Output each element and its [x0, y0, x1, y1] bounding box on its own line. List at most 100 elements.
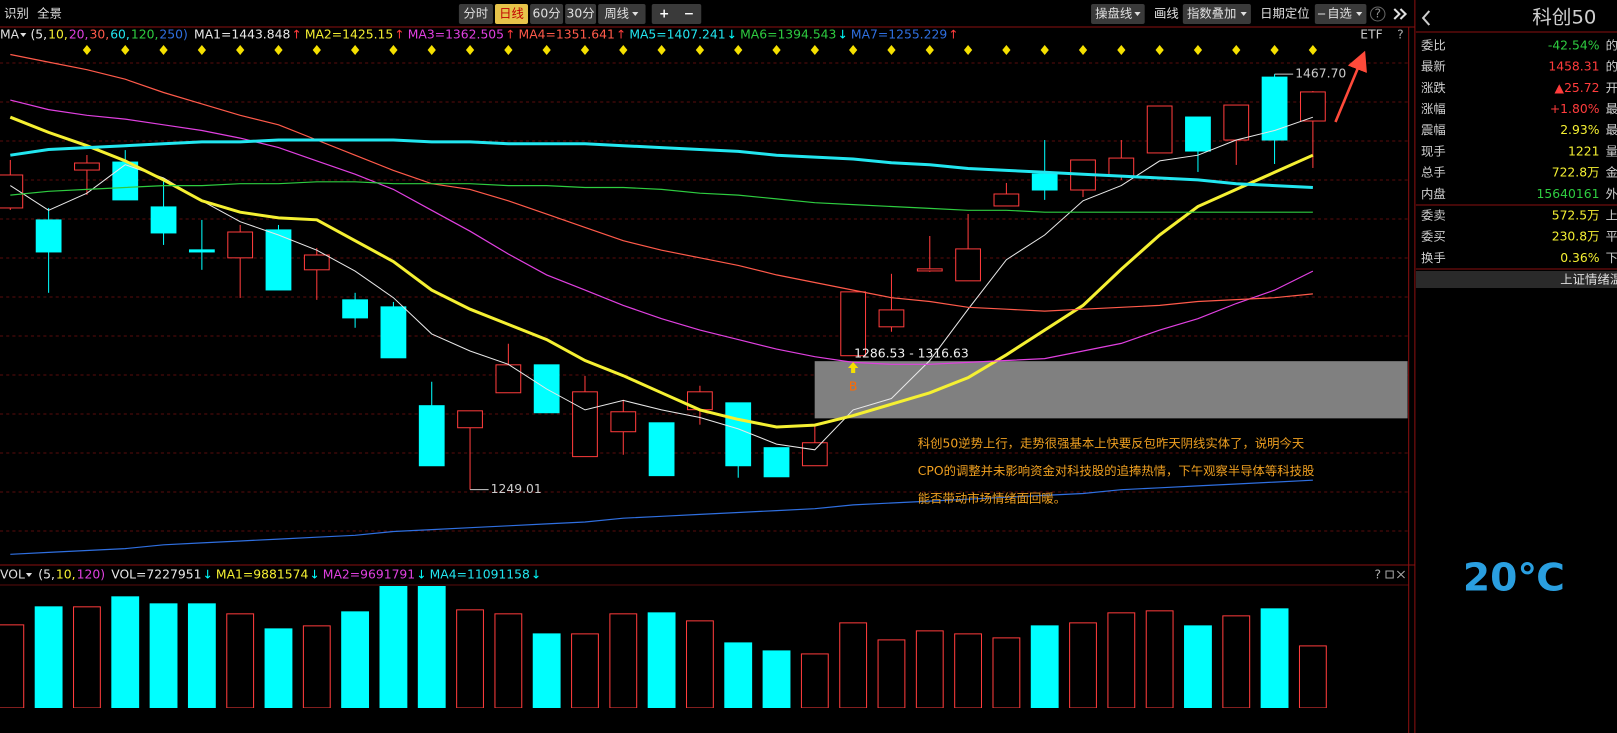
- event-diamond: [236, 45, 245, 55]
- ma-line: [10, 479, 1313, 555]
- event-diamond: [504, 45, 513, 55]
- tool-button[interactable]: [1091, 4, 1145, 24]
- legend-param: 30,: [90, 28, 110, 42]
- chart-layer: 识别 全景 分时 日线 60分 30分 周线 + − 操盘线 画线 指数叠加 日期定位 自选 ?MA (5, 1…: [0, 4, 1617, 708]
- volume-bar: [762, 650, 791, 708]
- price-panel: [0, 53, 1408, 555]
- period-label[interactable]: 60分: [533, 7, 561, 21]
- ma-line: [10, 138, 1313, 189]
- quote-next-label: 平: [1606, 230, 1617, 244]
- candle-body: [495, 364, 522, 394]
- legend-item: MA5=1407.241: [629, 28, 725, 42]
- event-diamond: [1002, 45, 1011, 55]
- close-icon[interactable]: [1396, 570, 1405, 579]
- etf-label[interactable]: ETF: [1360, 28, 1382, 42]
- dropdown-icon[interactable]: [632, 12, 639, 16]
- event-diamond: [350, 45, 360, 55]
- period-button[interactable]: [598, 4, 646, 24]
- back-icon[interactable]: [1421, 10, 1431, 26]
- tool-label[interactable]: 指数叠加: [1187, 6, 1236, 21]
- candle-body: [1031, 173, 1058, 191]
- period-button[interactable]: [530, 4, 564, 24]
- period-label[interactable]: 周线: [604, 7, 629, 21]
- period-button[interactable]: [565, 4, 597, 24]
- quote-next-label: 的: [1606, 59, 1617, 74]
- help-circle[interactable]: [1370, 6, 1386, 22]
- legend-item: MA7=1255.229: [851, 28, 947, 42]
- legend-arrow: ↓: [837, 28, 847, 42]
- event-diamond: [427, 45, 436, 55]
- event-diamond: [580, 45, 590, 55]
- volume-bar: [111, 596, 140, 708]
- candle-body: [380, 306, 407, 359]
- legend-arrow: ↓: [727, 28, 737, 42]
- quote-label: 震幅: [1421, 122, 1446, 137]
- toolbar-item[interactable]: 全景: [37, 6, 62, 21]
- dropdown-icon[interactable]: [20, 33, 27, 37]
- legend-arrow: ↓: [309, 568, 319, 582]
- event-diamond: [1232, 45, 1241, 55]
- ma-line: [10, 99, 1314, 365]
- volume-bar: [494, 613, 523, 708]
- quote-label: 涨跌: [1421, 80, 1446, 95]
- volume-bar: [800, 653, 829, 708]
- ma-line: [10, 181, 1313, 213]
- zone-label: 1286.53 - 1316.63: [854, 347, 969, 361]
- volume-bar: [226, 613, 255, 708]
- collapse-icon[interactable]: [1393, 8, 1408, 20]
- quote-next-label: 开: [1606, 81, 1617, 95]
- comment-text: 能否带动市场情绪面回暖。: [918, 491, 1066, 506]
- dropdown-icon[interactable]: [1356, 12, 1363, 16]
- annotation-arrow: [1334, 50, 1367, 123]
- quote-value: 722.8万: [1552, 166, 1600, 180]
- maximize-icon[interactable]: [1385, 570, 1394, 579]
- quote-value: ▲25.72: [1555, 81, 1600, 95]
- candle-body: [955, 248, 981, 282]
- zoom-button[interactable]: −: [684, 7, 694, 21]
- dropdown-icon[interactable]: [25, 573, 33, 577]
- volume-bar: [992, 637, 1021, 708]
- legend-arrow: ↑: [394, 28, 404, 42]
- legend-item: MA3=1362.505: [408, 28, 504, 42]
- quote-value: 15640161: [1537, 187, 1600, 201]
- candle-body: [35, 219, 62, 253]
- legend-item: MA4=11091158: [430, 568, 530, 582]
- period-button[interactable]: [495, 4, 528, 24]
- period-label[interactable]: 分时: [464, 7, 489, 21]
- dropdown-icon[interactable]: [1240, 12, 1247, 16]
- candle-body: [648, 422, 675, 477]
- event-diamond: [619, 45, 628, 55]
- tool-label[interactable]: 画线: [1154, 7, 1179, 21]
- event-diamond: [1040, 45, 1049, 55]
- tool-button[interactable]: [1314, 4, 1367, 24]
- help-icon[interactable]: ?: [1374, 7, 1381, 21]
- period-label[interactable]: 日线: [499, 7, 524, 21]
- legend-param: 20,: [69, 28, 89, 42]
- period-label[interactable]: 30分: [567, 7, 595, 21]
- tool-label[interactable]: 操盘线: [1095, 6, 1132, 21]
- help-icon[interactable]: ?: [1374, 568, 1381, 582]
- tool-label[interactable]: 自选: [1327, 7, 1352, 21]
- high-label: 1467.70: [1295, 67, 1346, 81]
- dropdown-icon[interactable]: [1134, 12, 1141, 16]
- event-diamond: [887, 45, 896, 55]
- volume-bar: [571, 633, 599, 708]
- sentiment-bar: [1415, 271, 1617, 288]
- candle-body: [342, 299, 369, 319]
- legend-item: MA1=9881574: [216, 568, 309, 582]
- tool-label[interactable]: 日期定位: [1260, 6, 1309, 21]
- zoom-group[interactable]: [651, 4, 702, 24]
- help-icon[interactable]: ?: [1397, 28, 1404, 42]
- quote-title: 科创50: [1532, 6, 1596, 29]
- period-button[interactable]: [458, 4, 493, 24]
- tool-button[interactable]: [1182, 4, 1251, 24]
- event-diamond: [1270, 45, 1279, 55]
- legend-item: MA6=1394.543: [740, 28, 836, 42]
- volume-bar: [647, 612, 676, 708]
- zoom-button[interactable]: +: [659, 7, 669, 21]
- toolbar-item[interactable]: 识别: [4, 7, 29, 21]
- quote-label: 换手: [1421, 251, 1446, 265]
- candle-body: [801, 442, 828, 467]
- volume-bar: [532, 633, 561, 708]
